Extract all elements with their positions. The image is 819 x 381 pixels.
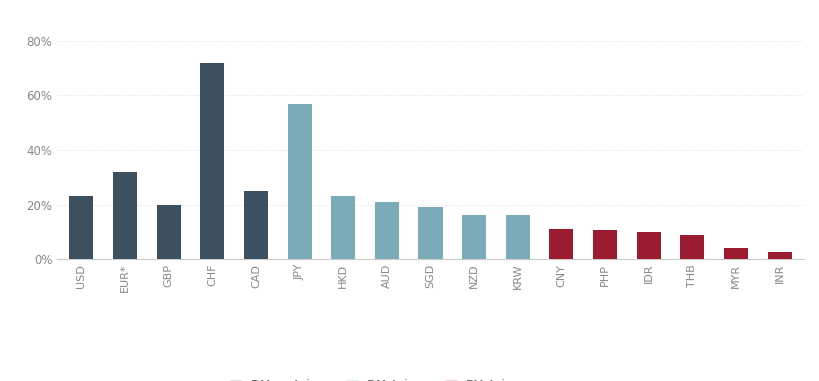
Bar bbox=[592, 231, 617, 259]
Bar bbox=[636, 232, 660, 259]
Bar bbox=[462, 215, 486, 259]
Bar bbox=[374, 202, 398, 259]
Bar bbox=[287, 104, 311, 259]
Bar bbox=[505, 215, 529, 259]
Bar bbox=[70, 196, 93, 259]
Bar bbox=[331, 196, 355, 259]
Legend: DM ex-Asia, DM Asia, EM Asia: DM ex-Asia, DM Asia, EM Asia bbox=[224, 375, 516, 381]
Bar bbox=[156, 205, 180, 259]
Bar bbox=[244, 191, 268, 259]
Bar bbox=[418, 207, 442, 259]
Bar bbox=[680, 235, 704, 259]
Bar bbox=[200, 63, 224, 259]
Bar bbox=[549, 229, 572, 259]
Bar bbox=[723, 248, 747, 259]
Bar bbox=[113, 172, 137, 259]
Bar bbox=[767, 252, 790, 259]
